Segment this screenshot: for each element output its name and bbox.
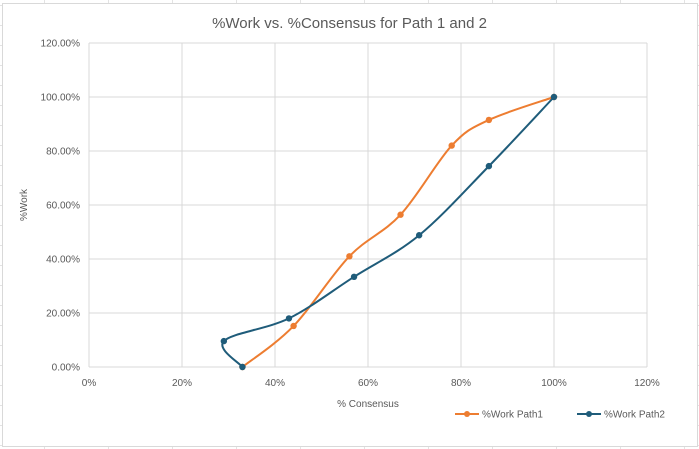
chart-title: %Work vs. %Consensus for Path 1 and 2: [212, 15, 487, 32]
data-point[interactable]: [485, 162, 493, 170]
y-axis-ticks: 0.00% 20.00% 40.00% 60.00% 80.00% 100.00% 120.…: [41, 39, 81, 374]
y-tick-label: 20.00%: [46, 309, 80, 320]
gridlines: [88, 42, 648, 368]
data-point[interactable]: [285, 315, 293, 322]
series-layer: [220, 93, 558, 371]
legend[interactable]: %Work Path1 %Work Path2: [455, 410, 665, 421]
legend-item[interactable]: %Work Path1: [455, 410, 543, 421]
x-axis-ticks: 0% 20% 40% 60% 80% 100% 120%: [82, 378, 660, 389]
x-tick-label: 120%: [634, 378, 660, 389]
data-point[interactable]: [448, 142, 455, 149]
x-tick-label: 60%: [358, 378, 378, 389]
y-tick-label: 60.00%: [46, 201, 80, 212]
x-tick-label: 20%: [172, 378, 192, 389]
series-line[interactable]: [221, 96, 555, 368]
data-point[interactable]: [290, 322, 297, 330]
chart-area[interactable]: [2, 3, 698, 447]
data-point[interactable]: [485, 116, 493, 124]
data-point[interactable]: [346, 253, 353, 260]
x-tick-label: 80%: [451, 378, 471, 389]
series-line[interactable]: [241, 96, 555, 368]
data-point[interactable]: [397, 211, 404, 218]
y-tick-label: 40.00%: [46, 255, 80, 266]
data-point[interactable]: [239, 363, 246, 371]
legend-marker: [464, 411, 470, 417]
legend-label: %Work Path1: [482, 410, 543, 421]
x-tick-label: 40%: [265, 378, 285, 389]
y-tick-label: 120.00%: [41, 39, 81, 50]
series-2[interactable]: [220, 93, 558, 371]
data-point[interactable]: [550, 93, 558, 101]
x-tick-label: 0%: [82, 378, 97, 389]
data-point[interactable]: [220, 337, 228, 345]
x-tick-label: 100%: [541, 378, 567, 389]
series-1[interactable]: [239, 93, 558, 371]
y-tick-label: 0.00%: [52, 363, 80, 374]
data-point[interactable]: [350, 273, 358, 281]
legend-label: %Work Path2: [604, 410, 665, 421]
legend-item[interactable]: %Work Path2: [577, 410, 665, 421]
y-tick-label: 80.00%: [46, 147, 80, 158]
y-tick-label: 100.00%: [41, 93, 81, 104]
y-axis-label: %Work: [19, 188, 30, 221]
x-axis-label: % Consensus: [337, 399, 399, 410]
data-point[interactable]: [415, 232, 423, 239]
legend-marker: [586, 411, 592, 417]
